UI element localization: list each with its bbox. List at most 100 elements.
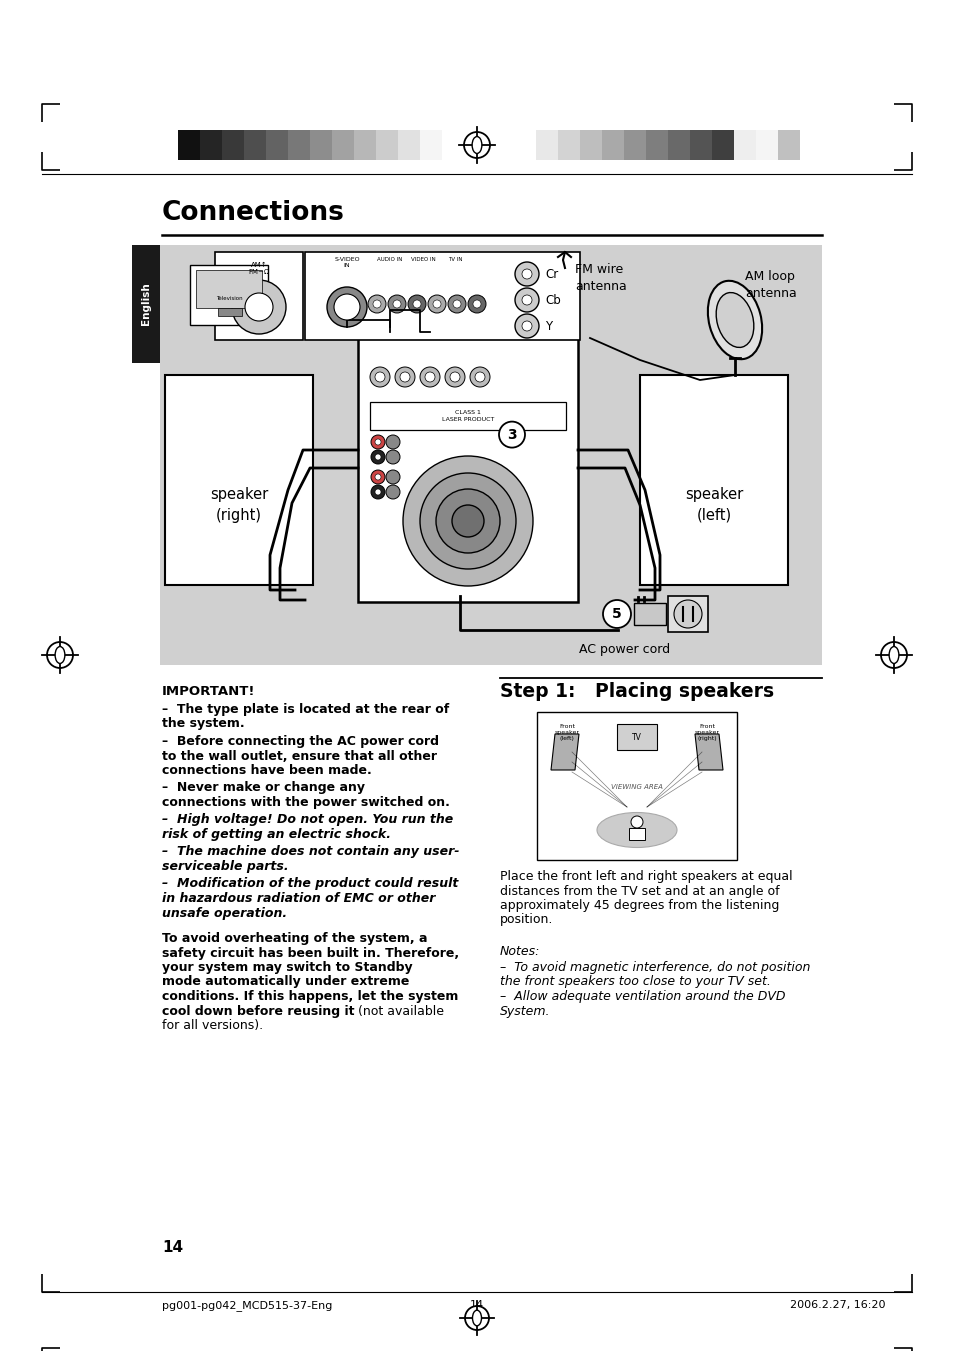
Text: CLASS 1
LASER PRODUCT: CLASS 1 LASER PRODUCT <box>441 411 494 422</box>
Text: FM wire
antenna: FM wire antenna <box>575 263 626 293</box>
Bar <box>244 130 266 159</box>
Text: position.: position. <box>499 913 553 927</box>
Text: –  Modification of the product could result: – Modification of the product could resu… <box>162 878 457 890</box>
Text: your system may switch to Standby: your system may switch to Standby <box>162 961 413 974</box>
Circle shape <box>327 286 367 327</box>
Ellipse shape <box>888 647 898 663</box>
Circle shape <box>371 435 385 449</box>
Text: English: English <box>141 282 151 326</box>
Circle shape <box>386 435 399 449</box>
Bar <box>667 130 689 159</box>
Circle shape <box>450 372 459 382</box>
Text: VIEWING AREA: VIEWING AREA <box>611 784 662 790</box>
Circle shape <box>371 470 385 484</box>
Circle shape <box>375 489 380 494</box>
Text: Connections: Connections <box>162 200 345 226</box>
Text: Cr: Cr <box>544 267 558 281</box>
Circle shape <box>413 300 420 308</box>
Bar <box>419 130 441 159</box>
Circle shape <box>47 642 73 667</box>
Bar <box>165 376 313 585</box>
Text: TV: TV <box>632 732 641 742</box>
Bar <box>639 376 787 585</box>
Circle shape <box>419 473 516 569</box>
Circle shape <box>515 313 538 338</box>
Circle shape <box>386 485 399 499</box>
Circle shape <box>370 367 390 386</box>
Text: 14: 14 <box>470 1300 483 1310</box>
Text: speaker
(left): speaker (left) <box>684 486 742 523</box>
Text: VIDEO IN: VIDEO IN <box>410 257 435 262</box>
Circle shape <box>375 474 380 480</box>
Bar <box>160 245 821 665</box>
Bar <box>222 130 244 159</box>
Text: Place the front left and right speakers at equal: Place the front left and right speakers … <box>499 870 792 884</box>
Bar <box>711 130 733 159</box>
Circle shape <box>368 295 386 313</box>
Text: Front
speaker
(left): Front speaker (left) <box>554 724 578 740</box>
Text: Y: Y <box>544 319 552 332</box>
Circle shape <box>673 600 701 628</box>
Text: –  Never make or change any: – Never make or change any <box>162 781 365 794</box>
Bar <box>536 130 558 159</box>
Circle shape <box>444 367 464 386</box>
Text: safety circuit has been built in. Therefore,: safety circuit has been built in. Theref… <box>162 947 458 959</box>
Text: –  Allow adequate ventilation around the DVD: – Allow adequate ventilation around the … <box>499 990 784 1002</box>
Bar <box>310 130 332 159</box>
Circle shape <box>371 450 385 463</box>
Text: –  To avoid magnetic interference, do not position: – To avoid magnetic interference, do not… <box>499 961 809 974</box>
Circle shape <box>395 367 415 386</box>
Bar <box>200 130 222 159</box>
Circle shape <box>245 293 273 322</box>
Bar <box>755 130 778 159</box>
Ellipse shape <box>707 281 761 359</box>
Bar <box>634 603 665 626</box>
Bar <box>397 130 419 159</box>
Text: –  The machine does not contain any user-: – The machine does not contain any user- <box>162 846 459 858</box>
Bar <box>354 130 375 159</box>
Circle shape <box>334 295 359 320</box>
Text: connections have been made.: connections have been made. <box>162 765 372 777</box>
Ellipse shape <box>716 293 753 347</box>
Text: 2006.2.27, 16:20: 2006.2.27, 16:20 <box>789 1300 884 1310</box>
Text: to the wall outlet, ensure that all other: to the wall outlet, ensure that all othe… <box>162 750 436 762</box>
Text: cool down before reusing it: cool down before reusing it <box>162 1005 358 1017</box>
Circle shape <box>473 300 480 308</box>
Text: Television: Television <box>215 296 242 301</box>
Polygon shape <box>695 734 722 770</box>
Bar <box>579 130 601 159</box>
Text: distances from the TV set and at an angle of: distances from the TV set and at an angl… <box>499 885 779 897</box>
Text: (not available: (not available <box>357 1005 443 1017</box>
Bar <box>195 270 262 308</box>
Circle shape <box>375 454 380 459</box>
Text: speaker
(right): speaker (right) <box>210 486 268 523</box>
Ellipse shape <box>597 812 677 847</box>
Bar <box>537 712 737 861</box>
Bar <box>601 130 623 159</box>
Circle shape <box>470 367 490 386</box>
Text: To avoid overheating of the system, a: To avoid overheating of the system, a <box>162 932 427 944</box>
Circle shape <box>464 1306 489 1329</box>
Circle shape <box>880 642 906 667</box>
Text: the system.: the system. <box>162 717 244 731</box>
Bar <box>623 130 645 159</box>
Bar <box>733 130 755 159</box>
Circle shape <box>630 816 642 828</box>
Circle shape <box>402 457 533 586</box>
Circle shape <box>419 367 439 386</box>
Bar <box>617 724 657 750</box>
Text: connections with the power switched on.: connections with the power switched on. <box>162 796 450 809</box>
Text: for all versions).: for all versions). <box>162 1019 263 1032</box>
Circle shape <box>453 300 460 308</box>
Text: approximately 45 degrees from the listening: approximately 45 degrees from the listen… <box>499 898 779 912</box>
Circle shape <box>498 422 524 447</box>
Circle shape <box>602 600 630 628</box>
Text: System.: System. <box>499 1005 550 1017</box>
Circle shape <box>475 372 484 382</box>
Text: AUDIO IN: AUDIO IN <box>377 257 402 262</box>
Text: Notes:: Notes: <box>499 944 539 958</box>
Text: pg001-pg042_MCD515-37-Eng: pg001-pg042_MCD515-37-Eng <box>162 1300 332 1310</box>
Text: mode automatically under extreme: mode automatically under extreme <box>162 975 409 989</box>
Text: 5: 5 <box>612 607 621 621</box>
Circle shape <box>428 295 446 313</box>
